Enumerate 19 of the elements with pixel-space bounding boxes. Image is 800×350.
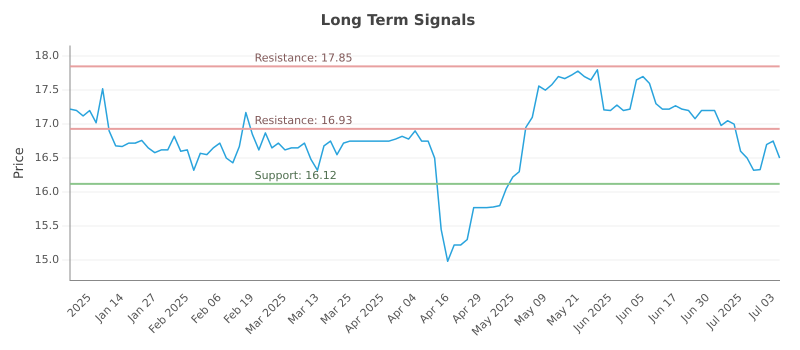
x-tick-label: Apr 16 — [416, 290, 452, 326]
y-tick-label: 15.0 — [34, 252, 60, 266]
ref-line-label: Resistance: 17.85 — [254, 52, 353, 65]
y-tick-label: 15.5 — [34, 218, 60, 232]
y-tick-label: 17.5 — [34, 83, 60, 96]
y-axis-title: Price — [12, 147, 28, 180]
y-tick-label: 17.0 — [34, 116, 60, 130]
x-tick-label: Jan 14 — [92, 290, 126, 326]
ref-line-label: Support: 16.12 — [254, 169, 337, 182]
y-tick-label: 16.0 — [34, 184, 60, 198]
x-tick-label: Jun 05 — [612, 290, 648, 326]
chart-title: Long Term Signals — [320, 10, 476, 29]
x-tick-label: Jul 03 — [746, 290, 778, 323]
x-tick-label: Apr 04 — [384, 290, 420, 326]
x-tick-label: Jun 17 — [645, 290, 680, 326]
y-tick-label: 18.0 — [34, 49, 60, 62]
x-tick-label: Feb 06 — [188, 290, 224, 326]
y-tick-label: 16.5 — [34, 150, 60, 164]
ref-line-label: Resistance: 16.93 — [254, 114, 353, 128]
